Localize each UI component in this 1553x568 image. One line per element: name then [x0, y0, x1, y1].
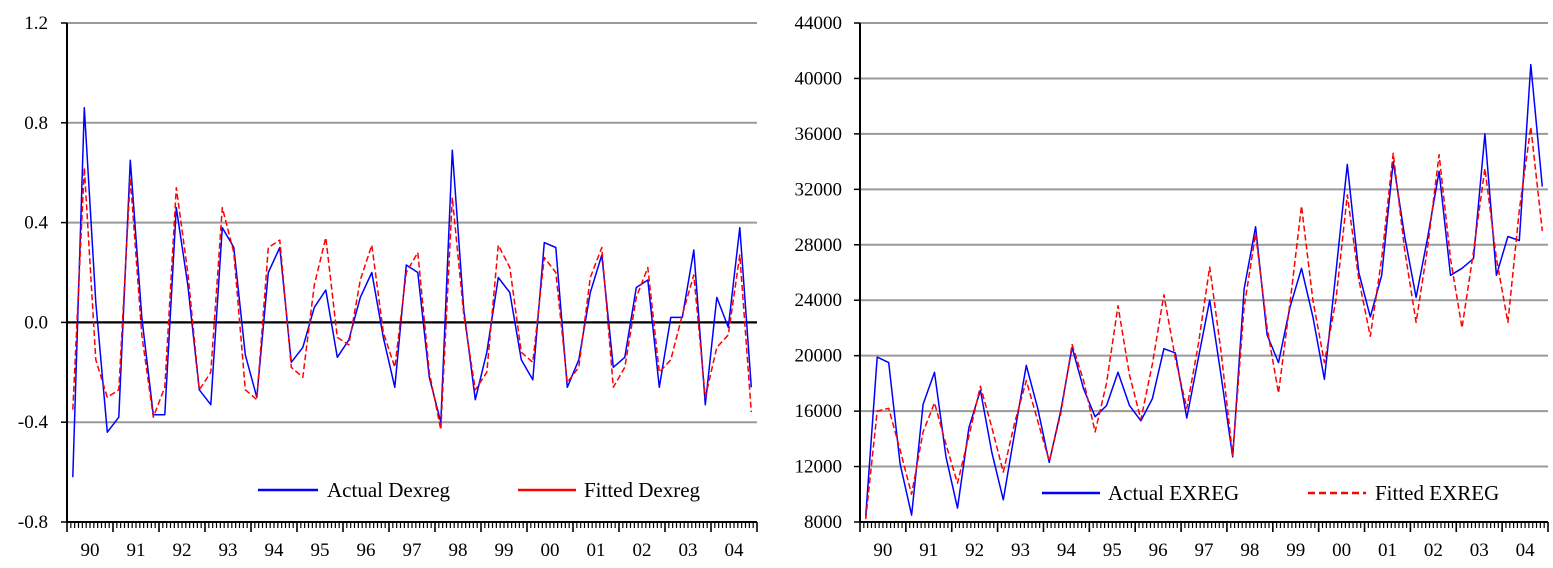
x-tick-label: 02: [633, 540, 652, 561]
x-tick-label: 90: [873, 540, 892, 561]
y-tick-label: -0.4: [18, 412, 49, 433]
legend-label-actual: Actual Dexreg: [327, 478, 451, 502]
chart-left-dexreg: -0.8 -0.4 0.0 0.4 0.8 1.2 90 91 92 93 94 95 96 97 98 99…: [18, 13, 758, 561]
series-line-actual: [72, 107, 753, 478]
series-line-fitted: [864, 126, 1544, 520]
x-tick-label: 98: [1240, 540, 1259, 561]
x-tick-label: 92: [173, 540, 192, 561]
legend: Actual Dexreg Fitted Dexreg: [258, 478, 701, 502]
y-tick-label: 16000: [795, 401, 843, 422]
y-tick-label: -0.8: [18, 512, 48, 533]
x-tick-label: 00: [541, 540, 560, 561]
x-tick-label: 94: [1057, 540, 1077, 561]
x-tick-label: 95: [311, 540, 330, 561]
x-tick-label: 90: [81, 540, 100, 561]
y-tick-label: 24000: [795, 290, 843, 311]
x-tick-label: 03: [1470, 540, 1489, 561]
x-tick-label: 97: [1195, 540, 1214, 561]
legend-label-fitted: Fitted EXREG: [1375, 481, 1499, 505]
x-tick-label: 04: [1516, 540, 1536, 561]
series-line-actual: [864, 63, 1544, 517]
y-tick-label: 1.2: [24, 13, 48, 34]
chart-right-exreg: 8000 12000 16000 20000 24000 28000 32000 36000 4…: [795, 13, 1549, 561]
legend-label-actual: Actual EXREG: [1108, 481, 1239, 505]
x-tick-label: 04: [725, 540, 745, 561]
x-tick-label: 93: [219, 540, 238, 561]
x-tick-label: 99: [495, 540, 514, 561]
x-tick-label: 00: [1332, 540, 1351, 561]
series-line-fitted: [72, 166, 753, 431]
x-tick-label: 97: [403, 540, 422, 561]
x-tick-label: 01: [1378, 540, 1397, 561]
x-tick-label: 91: [127, 540, 146, 561]
y-tick-label: 8000: [804, 512, 842, 533]
x-tick-label: 92: [965, 540, 984, 561]
x-tick-label: 03: [679, 540, 698, 561]
y-tick-label: 40000: [795, 68, 843, 89]
x-tick-label: 93: [1011, 540, 1030, 561]
x-tick-label: 02: [1424, 540, 1443, 561]
y-tick-label: 20000: [795, 346, 843, 367]
x-tick-label: 95: [1103, 540, 1122, 561]
x-tick-label: 01: [587, 540, 606, 561]
legend-label-fitted: Fitted Dexreg: [584, 478, 701, 502]
x-tick-label: 91: [919, 540, 938, 561]
x-tick-label: 96: [1149, 540, 1168, 561]
y-tick-label: 12000: [795, 457, 843, 478]
x-tick-label: 94: [265, 540, 285, 561]
y-tick-label: 0.4: [24, 213, 48, 234]
x-tick-label: 99: [1286, 540, 1305, 561]
x-tick-label: 96: [357, 540, 376, 561]
y-tick-label: 44000: [795, 13, 843, 34]
y-tick-label: 28000: [795, 235, 843, 256]
y-tick-label: 36000: [795, 124, 843, 145]
x-tick-label: 98: [449, 540, 468, 561]
y-tick-label: 32000: [795, 179, 843, 200]
legend: Actual EXREG Fitted EXREG: [1042, 481, 1499, 505]
y-tick-label: 0.0: [24, 312, 48, 333]
y-tick-label: 0.8: [24, 113, 48, 134]
